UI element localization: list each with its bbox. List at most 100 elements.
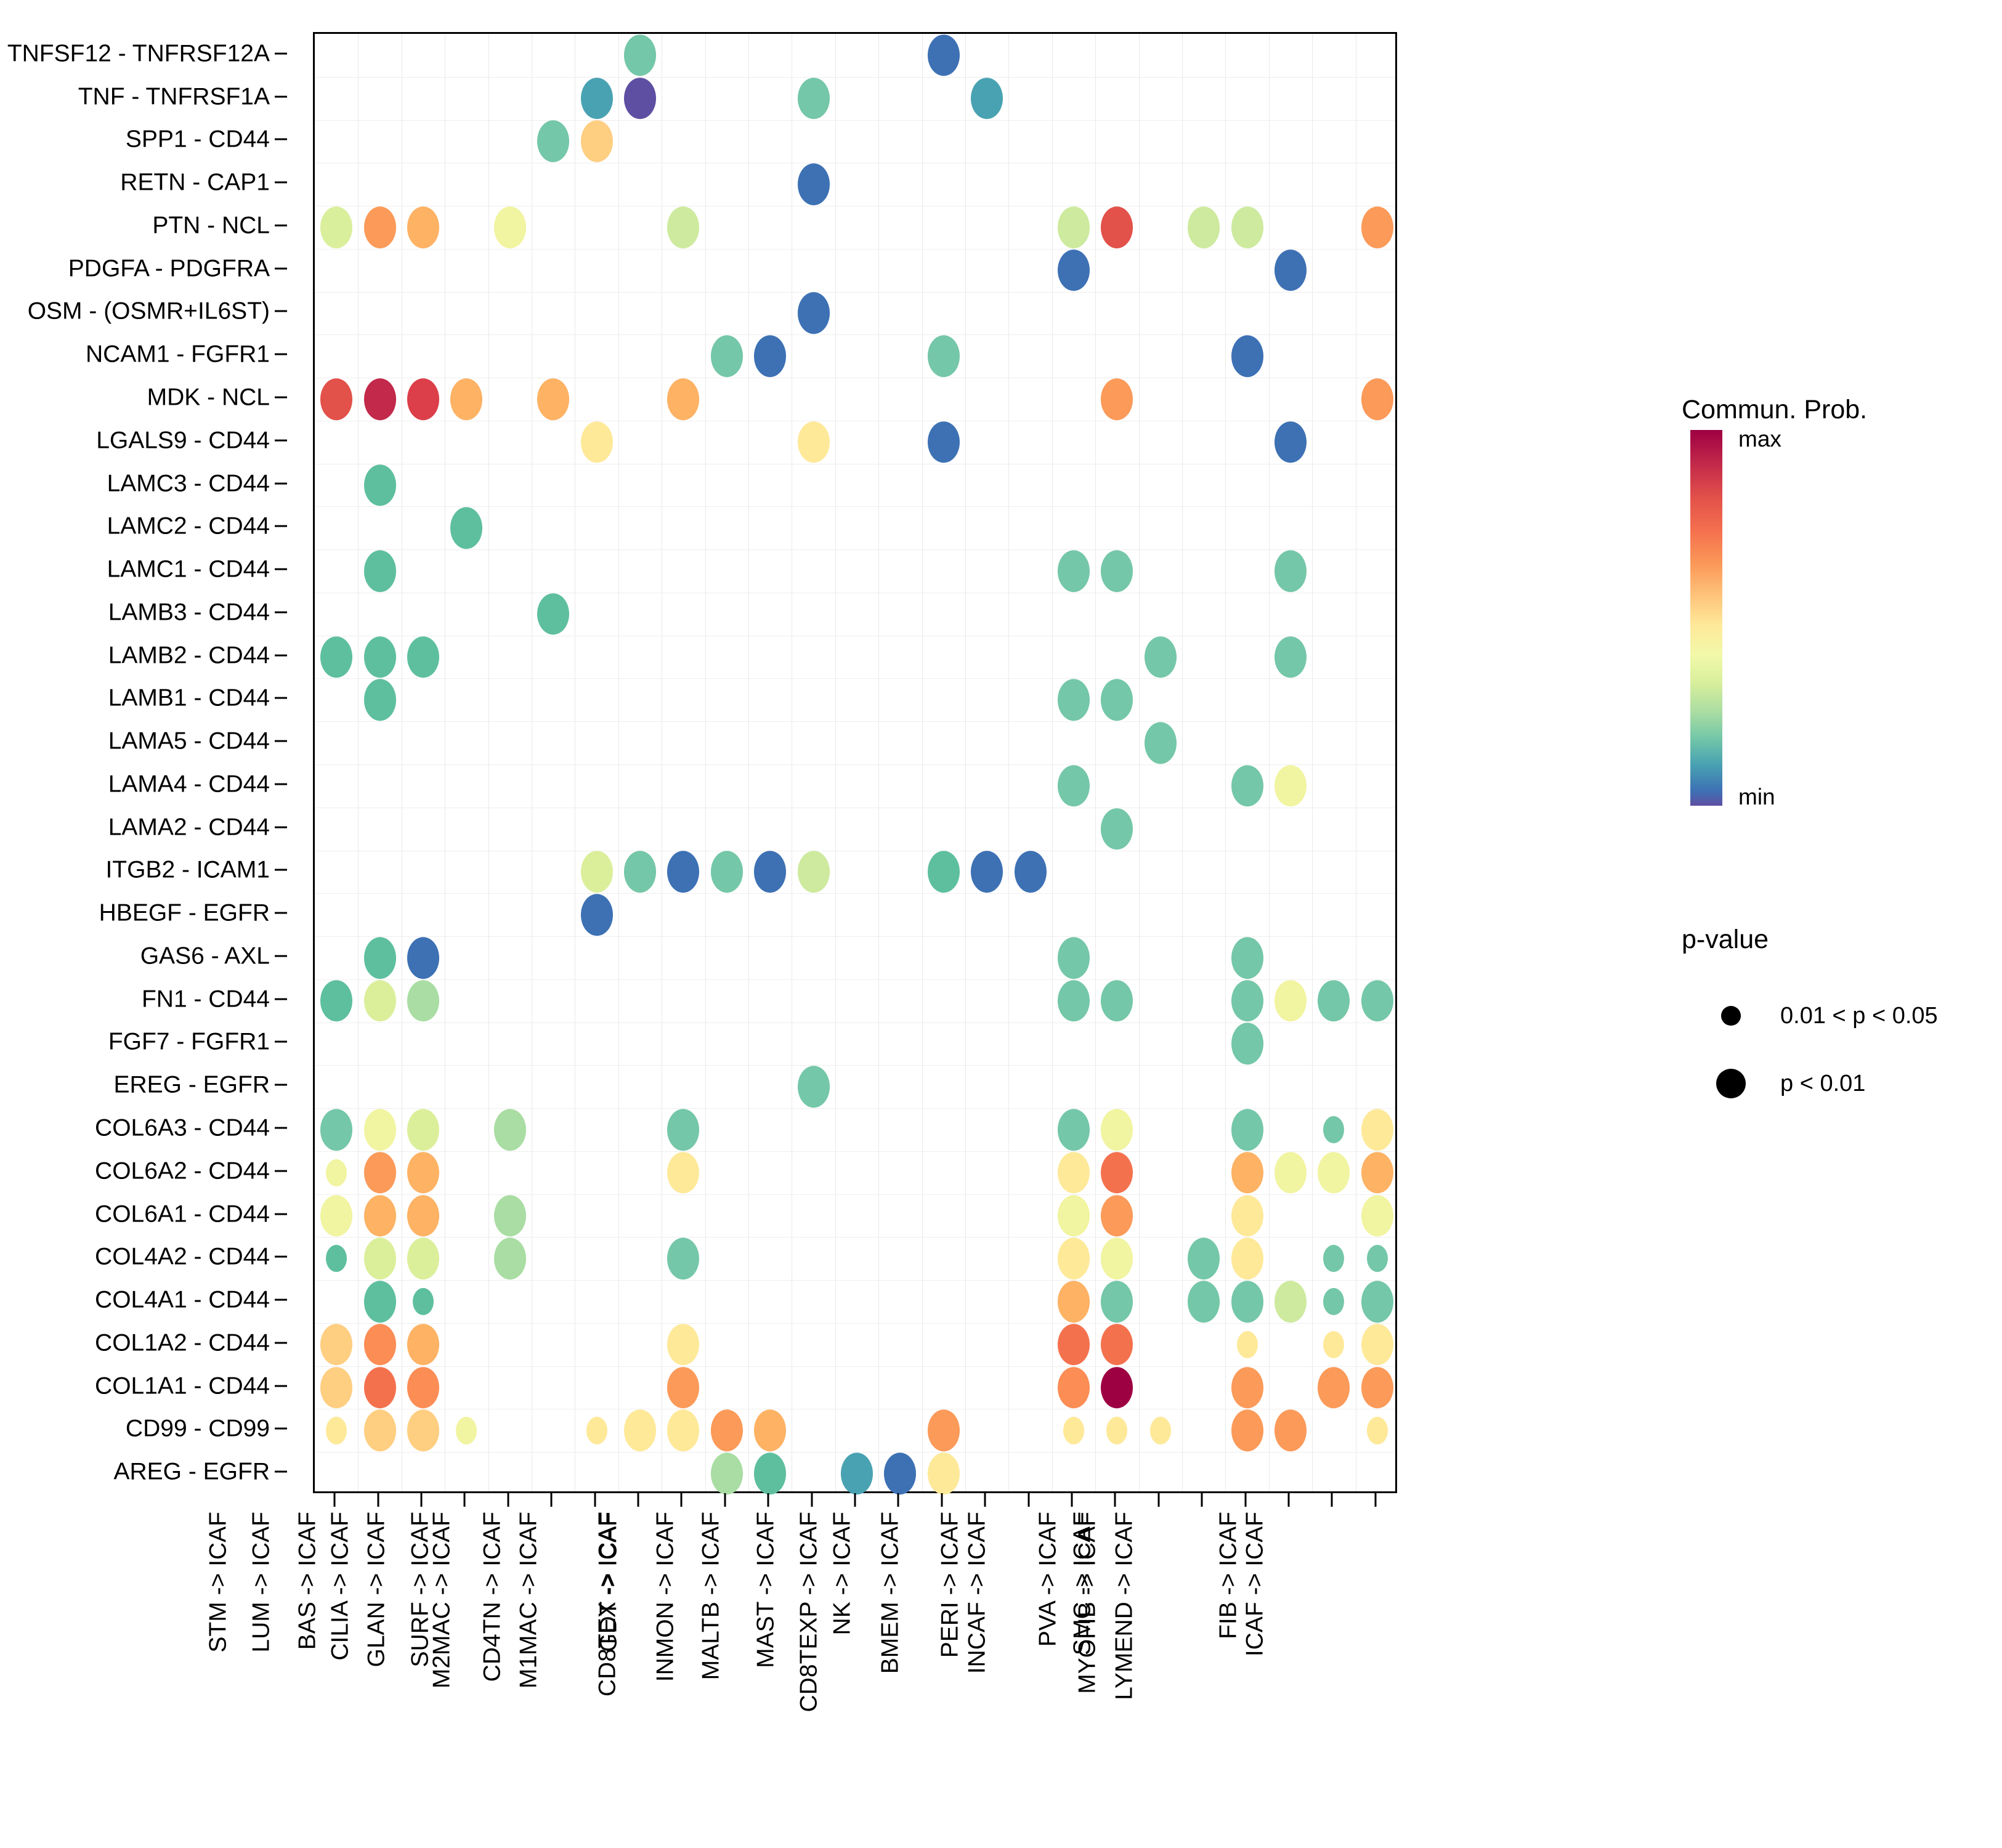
y-axis-label: TNF - TNFRSF1A	[78, 83, 270, 110]
data-point	[667, 1324, 700, 1366]
grid-lines	[315, 34, 1395, 1491]
x-axis-label: MALTB -> ICAF	[697, 1512, 724, 1680]
grid-line-horizontal	[315, 1108, 1395, 1109]
data-point	[493, 206, 526, 248]
data-point	[1275, 636, 1307, 678]
grid-line-horizontal	[315, 120, 1395, 121]
data-point	[363, 679, 396, 721]
data-point	[1101, 1194, 1133, 1237]
data-point	[971, 851, 1003, 893]
data-point	[580, 120, 613, 163]
x-axis-tick	[1374, 1493, 1377, 1507]
data-point	[450, 507, 483, 549]
x-axis-label: INMON -> ICAF	[652, 1512, 679, 1682]
data-point	[667, 1109, 700, 1151]
pvalue-legend-item: 0.01 < p < 0.05	[1682, 982, 2002, 1050]
y-axis-tick	[275, 955, 287, 957]
data-point	[667, 1409, 700, 1452]
data-point	[537, 120, 570, 163]
data-point	[1323, 1245, 1345, 1273]
x-axis-label: BAS -> ICAF	[294, 1512, 321, 1650]
data-point	[1361, 979, 1393, 1022]
grid-line-horizontal	[315, 291, 1395, 293]
data-point	[1275, 1151, 1307, 1194]
y-axis-tick	[275, 697, 287, 699]
data-point	[363, 550, 396, 592]
data-point	[754, 1409, 787, 1452]
data-point	[363, 979, 396, 1022]
y-axis-label: LAMA4 - CD44	[108, 771, 270, 798]
data-point	[927, 34, 960, 76]
data-point	[363, 1281, 396, 1323]
data-point	[1231, 1109, 1263, 1151]
data-point	[1188, 1238, 1220, 1280]
data-point	[363, 1238, 396, 1280]
data-point	[407, 937, 439, 979]
data-point	[326, 1245, 347, 1273]
data-point	[537, 378, 570, 420]
data-point	[1101, 550, 1133, 592]
x-axis-tick	[941, 1493, 943, 1507]
y-axis-label: FN1 - CD44	[141, 986, 270, 1013]
grid-line-vertical	[835, 34, 836, 1491]
data-point	[320, 1194, 353, 1237]
data-point	[1231, 1151, 1263, 1194]
data-point	[797, 421, 830, 463]
data-point	[407, 636, 439, 678]
data-point	[1318, 979, 1350, 1022]
data-point	[1361, 1151, 1393, 1194]
data-point	[1231, 1281, 1263, 1323]
x-axis-tick	[811, 1493, 813, 1507]
data-point	[1275, 421, 1307, 463]
x-axis-tick	[854, 1493, 856, 1507]
data-point	[1058, 765, 1090, 807]
data-point	[1323, 1287, 1345, 1316]
y-axis-tick	[275, 783, 287, 785]
color-gradient-bar	[1690, 430, 1722, 806]
y-axis-label: RETN - CAP1	[120, 169, 270, 196]
data-point	[710, 1409, 743, 1452]
data-point	[363, 464, 396, 506]
data-point	[624, 34, 656, 76]
grid-line-horizontal	[315, 76, 1395, 78]
data-point	[320, 206, 353, 248]
data-point	[667, 1151, 700, 1194]
grid-line-vertical	[1138, 34, 1140, 1491]
data-point	[710, 1453, 743, 1494]
y-axis-label: HBEGF - EGFR	[99, 899, 270, 926]
x-axis-tick	[550, 1493, 553, 1507]
y-axis-label: COL6A2 - CD44	[95, 1157, 270, 1185]
x-axis-label: LUM -> ICAF	[248, 1512, 275, 1653]
data-point	[797, 163, 830, 205]
color-legend-min-label: min	[1738, 784, 1775, 809]
pvalue-legend-title: p-value	[1682, 925, 1769, 954]
data-point	[363, 206, 396, 248]
data-point	[1231, 1409, 1263, 1452]
data-point	[493, 1238, 526, 1280]
y-axis-tick	[275, 525, 287, 527]
y-axis-label: MDK - NCL	[147, 384, 270, 411]
data-point	[710, 851, 743, 893]
data-point	[363, 378, 396, 420]
y-axis-label: LAMC2 - CD44	[107, 513, 270, 540]
y-axis-tick	[275, 138, 287, 140]
x-axis-tick	[1071, 1493, 1073, 1507]
pvalue-label-small: 0.01 < p < 0.05	[1780, 1003, 1938, 1029]
grid-line-horizontal	[315, 979, 1395, 980]
data-point	[1231, 206, 1263, 248]
y-axis-label: FGF7 - FGFR1	[108, 1028, 270, 1055]
data-point	[1144, 636, 1177, 678]
x-axis-tick	[463, 1493, 466, 1507]
grid-line-vertical	[1095, 34, 1096, 1491]
x-axis-tick	[1244, 1493, 1247, 1507]
data-point	[1106, 1417, 1128, 1445]
x-axis-tick	[897, 1493, 899, 1507]
data-point	[1058, 1324, 1090, 1366]
x-axis-tick	[1157, 1493, 1160, 1507]
y-axis-label: AREG - EGFR	[113, 1458, 270, 1485]
x-axis-label: STM -> ICAF	[205, 1512, 232, 1653]
y-axis-label: LAMB3 - CD44	[108, 599, 270, 626]
x-axis-tick	[1287, 1493, 1290, 1507]
grid-line-horizontal	[315, 678, 1395, 679]
data-point	[407, 1324, 439, 1366]
